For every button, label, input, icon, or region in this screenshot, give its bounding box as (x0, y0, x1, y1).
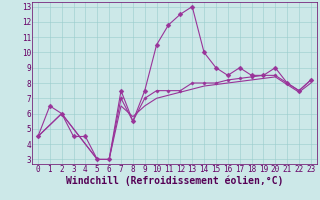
X-axis label: Windchill (Refroidissement éolien,°C): Windchill (Refroidissement éolien,°C) (66, 175, 283, 186)
